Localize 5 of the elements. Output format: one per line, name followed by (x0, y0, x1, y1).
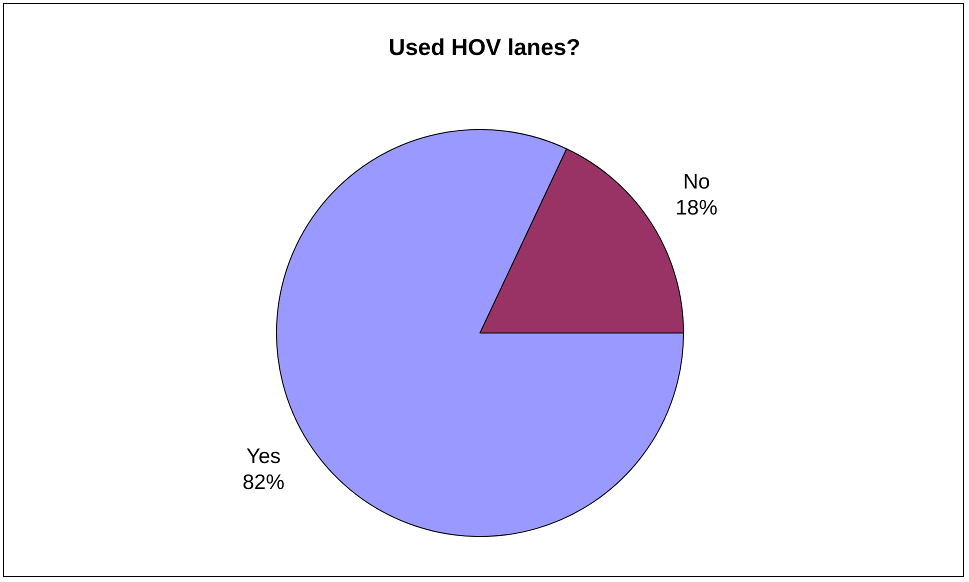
chart-title: Used HOV lanes? (388, 34, 582, 61)
data-label: 18% (675, 196, 718, 220)
data-label: 82% (242, 471, 285, 494)
slice-label: No (683, 170, 710, 194)
slice-label: Yes (246, 445, 281, 468)
